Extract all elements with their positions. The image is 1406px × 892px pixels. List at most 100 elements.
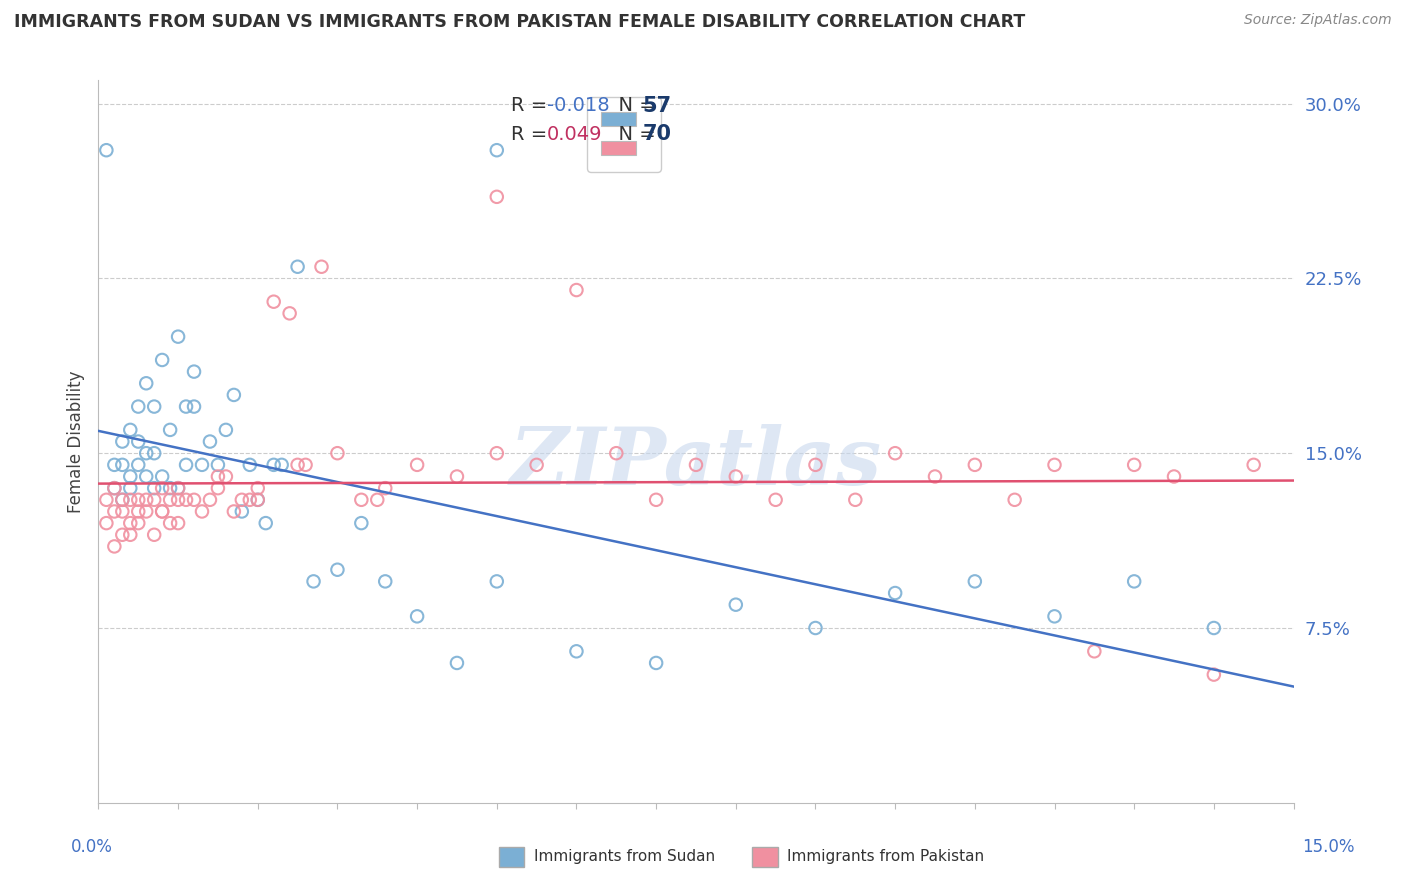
Point	[143, 481, 166, 495]
Point	[1163, 469, 1185, 483]
Point	[724, 598, 747, 612]
Point	[231, 492, 253, 507]
Text: Source: ZipAtlas.com: Source: ZipAtlas.com	[1244, 13, 1392, 28]
Point	[103, 458, 125, 472]
Text: 57: 57	[643, 95, 671, 116]
Point	[254, 516, 277, 530]
Point	[198, 492, 221, 507]
Point	[326, 563, 349, 577]
Point	[1123, 458, 1146, 472]
Point	[963, 574, 986, 589]
Point	[167, 516, 190, 530]
Point	[127, 516, 149, 530]
Point	[174, 458, 197, 472]
Point	[150, 504, 173, 518]
Point	[485, 143, 508, 157]
Point	[135, 504, 157, 518]
Point	[135, 376, 157, 391]
Point	[191, 504, 214, 518]
Point	[127, 434, 149, 449]
Point	[446, 469, 468, 483]
Text: 70: 70	[643, 125, 671, 145]
Point	[207, 458, 229, 472]
Point	[207, 469, 229, 483]
Point	[120, 481, 142, 495]
Point	[374, 481, 396, 495]
Point	[111, 492, 134, 507]
Point	[1083, 644, 1105, 658]
Point	[605, 446, 627, 460]
Point	[143, 446, 166, 460]
Point	[207, 481, 229, 495]
Point	[150, 504, 173, 518]
Point	[239, 458, 262, 472]
Point	[103, 481, 125, 495]
Point	[111, 492, 134, 507]
Point	[183, 492, 205, 507]
Point	[111, 528, 134, 542]
Text: Immigrants from Pakistan: Immigrants from Pakistan	[787, 849, 984, 863]
Text: R =: R =	[510, 96, 553, 115]
Point	[222, 388, 245, 402]
Text: -0.018: -0.018	[547, 96, 609, 115]
Text: ZIPatlas: ZIPatlas	[510, 425, 882, 502]
Point	[526, 458, 548, 472]
Point	[485, 446, 508, 460]
Point	[311, 260, 333, 274]
Point	[120, 516, 142, 530]
Text: 0.049: 0.049	[547, 125, 602, 144]
Point	[183, 365, 205, 379]
Point	[135, 469, 157, 483]
Point	[1043, 458, 1066, 472]
Text: N =: N =	[606, 125, 662, 144]
Point	[159, 492, 181, 507]
Point	[685, 458, 707, 472]
Point	[924, 469, 946, 483]
Point	[120, 528, 142, 542]
Point	[645, 492, 668, 507]
Point	[645, 656, 668, 670]
Point	[191, 458, 214, 472]
Point	[103, 540, 125, 554]
Point	[246, 492, 269, 507]
Point	[111, 434, 134, 449]
Point	[1202, 667, 1225, 681]
Text: IMMIGRANTS FROM SUDAN VS IMMIGRANTS FROM PAKISTAN FEMALE DISABILITY CORRELATION : IMMIGRANTS FROM SUDAN VS IMMIGRANTS FROM…	[14, 13, 1025, 31]
Point	[150, 469, 173, 483]
Point	[446, 656, 468, 670]
Point	[167, 329, 190, 343]
Point	[287, 458, 309, 472]
Point	[159, 516, 181, 530]
Point	[963, 458, 986, 472]
Point	[215, 469, 238, 483]
Point	[159, 423, 181, 437]
Point	[127, 504, 149, 518]
Point	[167, 492, 190, 507]
Point	[120, 423, 142, 437]
Point	[278, 306, 301, 320]
Point	[120, 492, 142, 507]
Point	[120, 469, 142, 483]
Point	[150, 353, 173, 368]
Point	[485, 190, 508, 204]
Point	[143, 528, 166, 542]
Point	[724, 469, 747, 483]
Point	[127, 458, 149, 472]
Point	[374, 574, 396, 589]
Point	[884, 446, 907, 460]
Point	[183, 400, 205, 414]
Point	[239, 492, 262, 507]
Point	[174, 400, 197, 414]
Point	[263, 294, 285, 309]
Point	[103, 504, 125, 518]
Point	[350, 516, 373, 530]
Point	[222, 504, 245, 518]
Text: Immigrants from Sudan: Immigrants from Sudan	[534, 849, 716, 863]
Point	[270, 458, 292, 472]
Legend: , : ,	[588, 97, 661, 172]
Point	[167, 481, 190, 495]
Point	[174, 492, 197, 507]
Text: R =: R =	[510, 125, 553, 144]
Point	[565, 644, 588, 658]
Point	[96, 492, 118, 507]
